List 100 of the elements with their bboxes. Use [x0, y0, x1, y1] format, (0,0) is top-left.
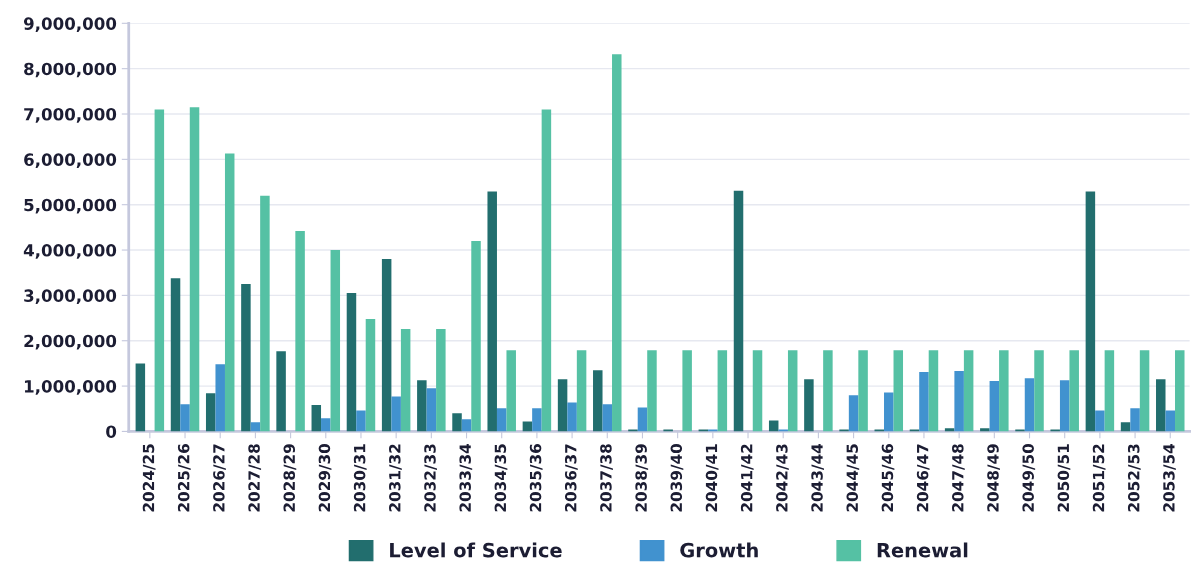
y-tick-label: 1,000,000	[24, 380, 117, 395]
bar	[391, 396, 401, 432]
bar	[1034, 350, 1044, 432]
bar	[733, 190, 744, 432]
bar	[682, 350, 692, 432]
bar	[250, 422, 261, 432]
bar	[330, 250, 341, 432]
bar	[170, 278, 181, 432]
bar	[1175, 350, 1185, 432]
bar	[1085, 191, 1096, 432]
bar	[1165, 410, 1176, 432]
bar	[1095, 410, 1105, 432]
bar	[963, 350, 974, 432]
x-tick-label: 2051/52	[1092, 444, 1106, 512]
x-tick-label: 2026/27	[213, 444, 226, 512]
bar	[944, 428, 955, 432]
y-tick-label: 6,000,000	[24, 153, 117, 169]
legend-label: Level of Service	[390, 542, 562, 558]
bar	[567, 402, 577, 432]
bar	[321, 418, 331, 432]
bar	[593, 370, 603, 432]
legend-label: Renewal	[877, 542, 968, 558]
x-tick-label: 2043/44	[811, 443, 825, 512]
bar	[1104, 350, 1115, 432]
bar	[1139, 350, 1150, 432]
bar	[1059, 380, 1070, 432]
bar	[189, 107, 200, 432]
x-tick-label: 2053/54	[1163, 443, 1176, 512]
bar	[752, 350, 763, 432]
bar	[576, 350, 587, 432]
bar	[417, 380, 427, 432]
bar	[346, 293, 357, 432]
bar	[215, 364, 225, 432]
bar	[717, 350, 728, 432]
bar	[365, 318, 376, 432]
bar	[928, 350, 939, 432]
x-tick-label: 2049/50	[1022, 443, 1036, 512]
x-tick-label: 2039/40	[670, 443, 684, 512]
bar	[506, 350, 516, 432]
bar	[1120, 422, 1131, 432]
bar	[954, 371, 964, 432]
x-tick-label: 2044/45	[846, 444, 860, 512]
bar	[295, 231, 305, 432]
bar	[602, 404, 613, 432]
bar	[205, 393, 216, 432]
y-tick-label: 2,000,000	[24, 334, 117, 350]
x-tick-label: 2030/31	[353, 444, 367, 512]
bar	[471, 240, 481, 432]
x-tick-label: 2025/26	[177, 444, 191, 512]
bar	[311, 405, 322, 432]
bar	[612, 54, 622, 432]
bar	[180, 404, 190, 432]
bar	[1024, 378, 1035, 432]
bar	[1156, 379, 1166, 432]
bar	[919, 372, 929, 432]
bar	[999, 350, 1009, 432]
x-tick-label: 2042/43	[776, 444, 789, 512]
bar	[647, 350, 657, 432]
bar	[557, 379, 568, 432]
x-tick-label: 2031/32	[389, 444, 402, 512]
y-tick-label: 9,000,000	[23, 17, 117, 33]
x-tick-label: 2045/46	[881, 444, 895, 512]
x-tick-label: 2033/34	[459, 443, 473, 512]
y-tick-label: 0	[106, 425, 117, 438]
x-tick-label: 2029/30	[318, 443, 332, 512]
bar	[1069, 350, 1079, 432]
bar	[276, 351, 286, 432]
bar	[804, 379, 814, 432]
bar	[1130, 408, 1140, 432]
y-tick-label: 4,000,000	[23, 244, 117, 259]
bar	[461, 419, 472, 432]
bar	[884, 392, 894, 432]
y-tick-label: 3,000,000	[24, 289, 117, 305]
y-tick-label: 5,000,000	[24, 198, 117, 214]
x-tick-label: 2041/42	[740, 444, 754, 512]
bar	[426, 388, 437, 432]
x-tick-label: 2047/48	[952, 444, 965, 512]
bar	[989, 381, 1000, 432]
x-tick-label: 2032/33	[424, 444, 437, 512]
x-tick-label: 2046/47	[916, 444, 930, 512]
x-tick-label: 2027/28	[248, 444, 262, 512]
x-tick-label: 2052/53	[1127, 444, 1141, 512]
bar	[260, 195, 270, 432]
bar	[224, 153, 235, 432]
bar	[496, 408, 507, 432]
bar	[487, 191, 497, 432]
bar	[436, 328, 446, 432]
x-tick-label: 2050/51	[1057, 444, 1071, 512]
bar	[400, 328, 411, 432]
x-tick-label: 2040/41	[705, 444, 719, 512]
legend-label: Growth	[680, 542, 758, 558]
bar	[637, 407, 648, 432]
bar	[532, 408, 542, 432]
y-tick-label: 8,000,000	[24, 62, 117, 78]
bar	[823, 350, 833, 432]
bar	[154, 109, 165, 432]
bar	[356, 410, 366, 432]
bar	[241, 284, 251, 432]
bar	[787, 350, 798, 432]
x-tick-label: 2035/36	[529, 444, 543, 512]
